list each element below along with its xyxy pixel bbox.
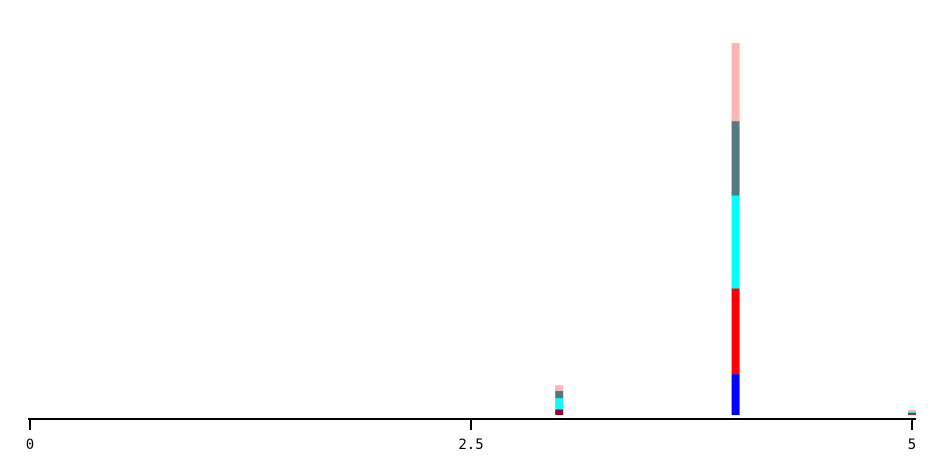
bar-segment <box>908 411 916 413</box>
bar-segment <box>731 43 740 122</box>
bar-segment <box>555 409 564 415</box>
x-axis-ticks: 0 2.5 5 <box>26 419 916 453</box>
x-tick-label: 0 <box>26 437 34 453</box>
x-tick-label: 2.5 <box>458 437 483 453</box>
bar-segment <box>731 195 740 289</box>
bar-segment <box>555 385 564 391</box>
x-tick-label: 5 <box>908 437 916 453</box>
bar-segment <box>908 412 916 415</box>
bar-segment <box>731 288 740 375</box>
bar-segment <box>555 398 564 410</box>
bar-segment <box>555 390 564 399</box>
bar-segment <box>731 121 740 196</box>
bars-layer <box>555 43 916 415</box>
bar-segment <box>731 374 740 415</box>
bar-segment <box>908 414 916 415</box>
bar-segment <box>908 410 916 412</box>
